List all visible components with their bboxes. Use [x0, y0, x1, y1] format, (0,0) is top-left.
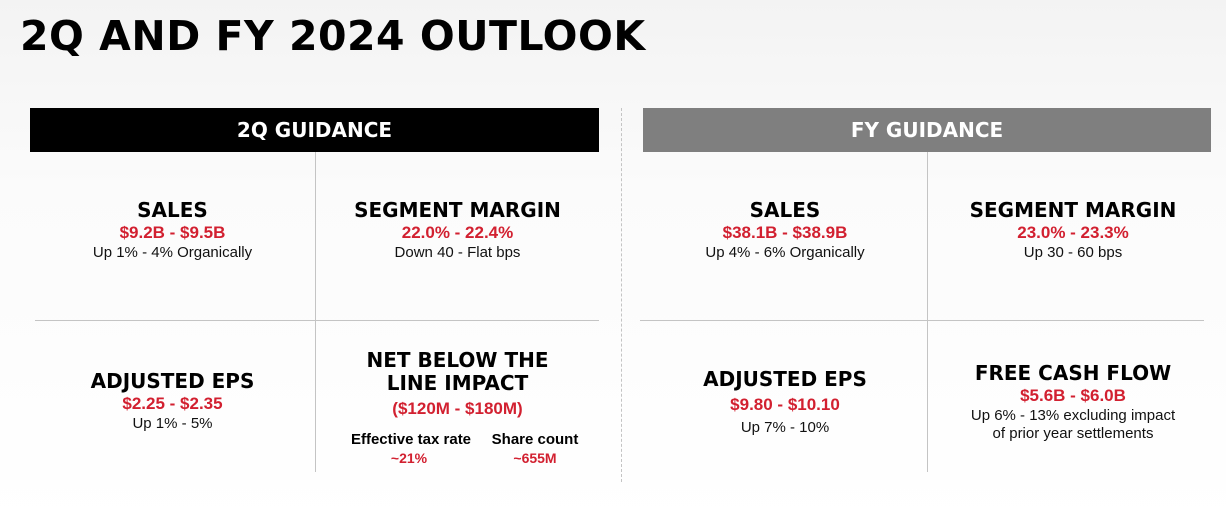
q2-net-below-line-label-line2: LINE IMPACT: [386, 371, 529, 395]
q2-net-below-line-cell: NET BELOW THE LINE IMPACT ($120M - $180M…: [316, 349, 599, 420]
fy-sales-note: Up 4% - 6% Organically: [705, 244, 865, 261]
q2-adjusted-eps-cell: ADJUSTED EPS $2.25 - $2.35 Up 1% - 5%: [30, 370, 315, 433]
page-title: 2Q AND FY 2024 OUTLOOK: [20, 12, 646, 60]
fy-adjusted-eps-note: Up 7% - 10%: [740, 419, 830, 436]
q2-net-below-line-label-line1: NET BELOW THE: [366, 348, 549, 372]
fy-sales-value: $38.1B - $38.9B: [722, 223, 848, 242]
q2-segment-margin-label: SEGMENT MARGIN: [354, 198, 561, 222]
fy-segment-margin-note: Up 30 - 60 bps: [1023, 244, 1123, 261]
q2-sales-label: SALES: [137, 198, 208, 222]
fy-free-cash-flow-value: $5.6B - $6.0B: [1020, 386, 1126, 405]
fy-segment-margin-label: SEGMENT MARGIN: [969, 198, 1177, 222]
q2-net-below-line-value: ($120M - $180M): [392, 399, 523, 418]
q2-segment-margin-cell: SEGMENT MARGIN 22.0% - 22.4% Down 40 - F…: [316, 199, 599, 262]
q2-guidance-header-label: 2Q GUIDANCE: [236, 118, 393, 142]
fy-adjusted-eps-label: ADJUSTED EPS: [703, 367, 867, 391]
fy-free-cash-flow-note-line2: of prior year settlements: [992, 425, 1154, 442]
fy-sales-cell: SALES $38.1B - $38.9B Up 4% - 6% Organic…: [643, 199, 927, 262]
q2-horizontal-divider: [35, 320, 599, 321]
fy-adjusted-eps-cell: ADJUSTED EPS $9.80 - $10.10 Up 7% - 10%: [643, 368, 927, 437]
q2-tax-rate-value: ~21%: [390, 450, 428, 466]
fy-free-cash-flow-label: FREE CASH FLOW: [974, 361, 1172, 385]
fy-horizontal-divider: [640, 320, 1204, 321]
fy-guidance-header: FY GUIDANCE: [643, 108, 1211, 152]
q2-segment-margin-value: 22.0% - 22.4%: [401, 223, 514, 242]
q2-tax-rate-label: Effective tax rate: [350, 431, 472, 448]
q2-adjusted-eps-label: ADJUSTED EPS: [90, 369, 255, 393]
q2-adjusted-eps-note: Up 1% - 5%: [132, 415, 213, 432]
q2-segment-margin-note: Down 40 - Flat bps: [394, 244, 521, 261]
fy-guidance-header-label: FY GUIDANCE: [850, 118, 1004, 142]
q2-vertical-divider: [315, 152, 316, 472]
q2-guidance-header: 2Q GUIDANCE: [30, 108, 599, 152]
center-dashed-divider: [621, 108, 622, 482]
q2-share-count-value: ~655M: [513, 450, 557, 466]
fy-segment-margin-value: 23.0% - 23.3%: [1017, 223, 1129, 242]
q2-sales-note: Up 1% - 4% Organically: [92, 244, 253, 261]
fy-adjusted-eps-value: $9.80 - $10.10: [730, 395, 840, 414]
fy-segment-margin-cell: SEGMENT MARGIN 23.0% - 23.3% Up 30 - 60 …: [928, 199, 1218, 262]
fy-free-cash-flow-cell: FREE CASH FLOW $5.6B - $6.0B Up 6% - 13%…: [928, 362, 1218, 443]
q2-sales-value: $9.2B - $9.5B: [119, 223, 226, 242]
q2-tax-rate-block: Effective tax rate ~21%: [336, 431, 486, 467]
q2-sales-cell: SALES $9.2B - $9.5B Up 1% - 4% Organical…: [30, 199, 315, 262]
q2-adjusted-eps-value: $2.25 - $2.35: [122, 394, 223, 413]
q2-share-count-block: Share count ~655M: [478, 431, 592, 467]
fy-sales-label: SALES: [749, 198, 821, 222]
fy-vertical-divider: [927, 152, 928, 472]
fy-free-cash-flow-note-line1: Up 6% - 13% excluding impact: [970, 407, 1176, 424]
q2-share-count-label: Share count: [491, 431, 579, 448]
